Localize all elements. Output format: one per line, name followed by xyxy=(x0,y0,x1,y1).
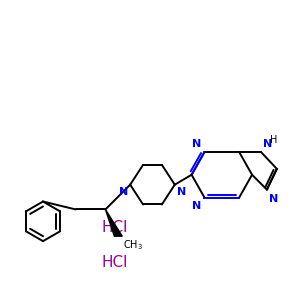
Text: HCl: HCl xyxy=(101,220,128,235)
Text: N: N xyxy=(263,139,272,149)
Text: N: N xyxy=(269,194,278,204)
Text: N: N xyxy=(177,187,186,197)
Text: CH$_3$: CH$_3$ xyxy=(123,238,143,252)
Text: N: N xyxy=(119,187,128,197)
Text: H: H xyxy=(270,135,277,145)
Text: HCl: HCl xyxy=(101,255,128,270)
Polygon shape xyxy=(105,209,122,236)
Text: N: N xyxy=(192,139,202,149)
Text: N: N xyxy=(192,200,202,211)
